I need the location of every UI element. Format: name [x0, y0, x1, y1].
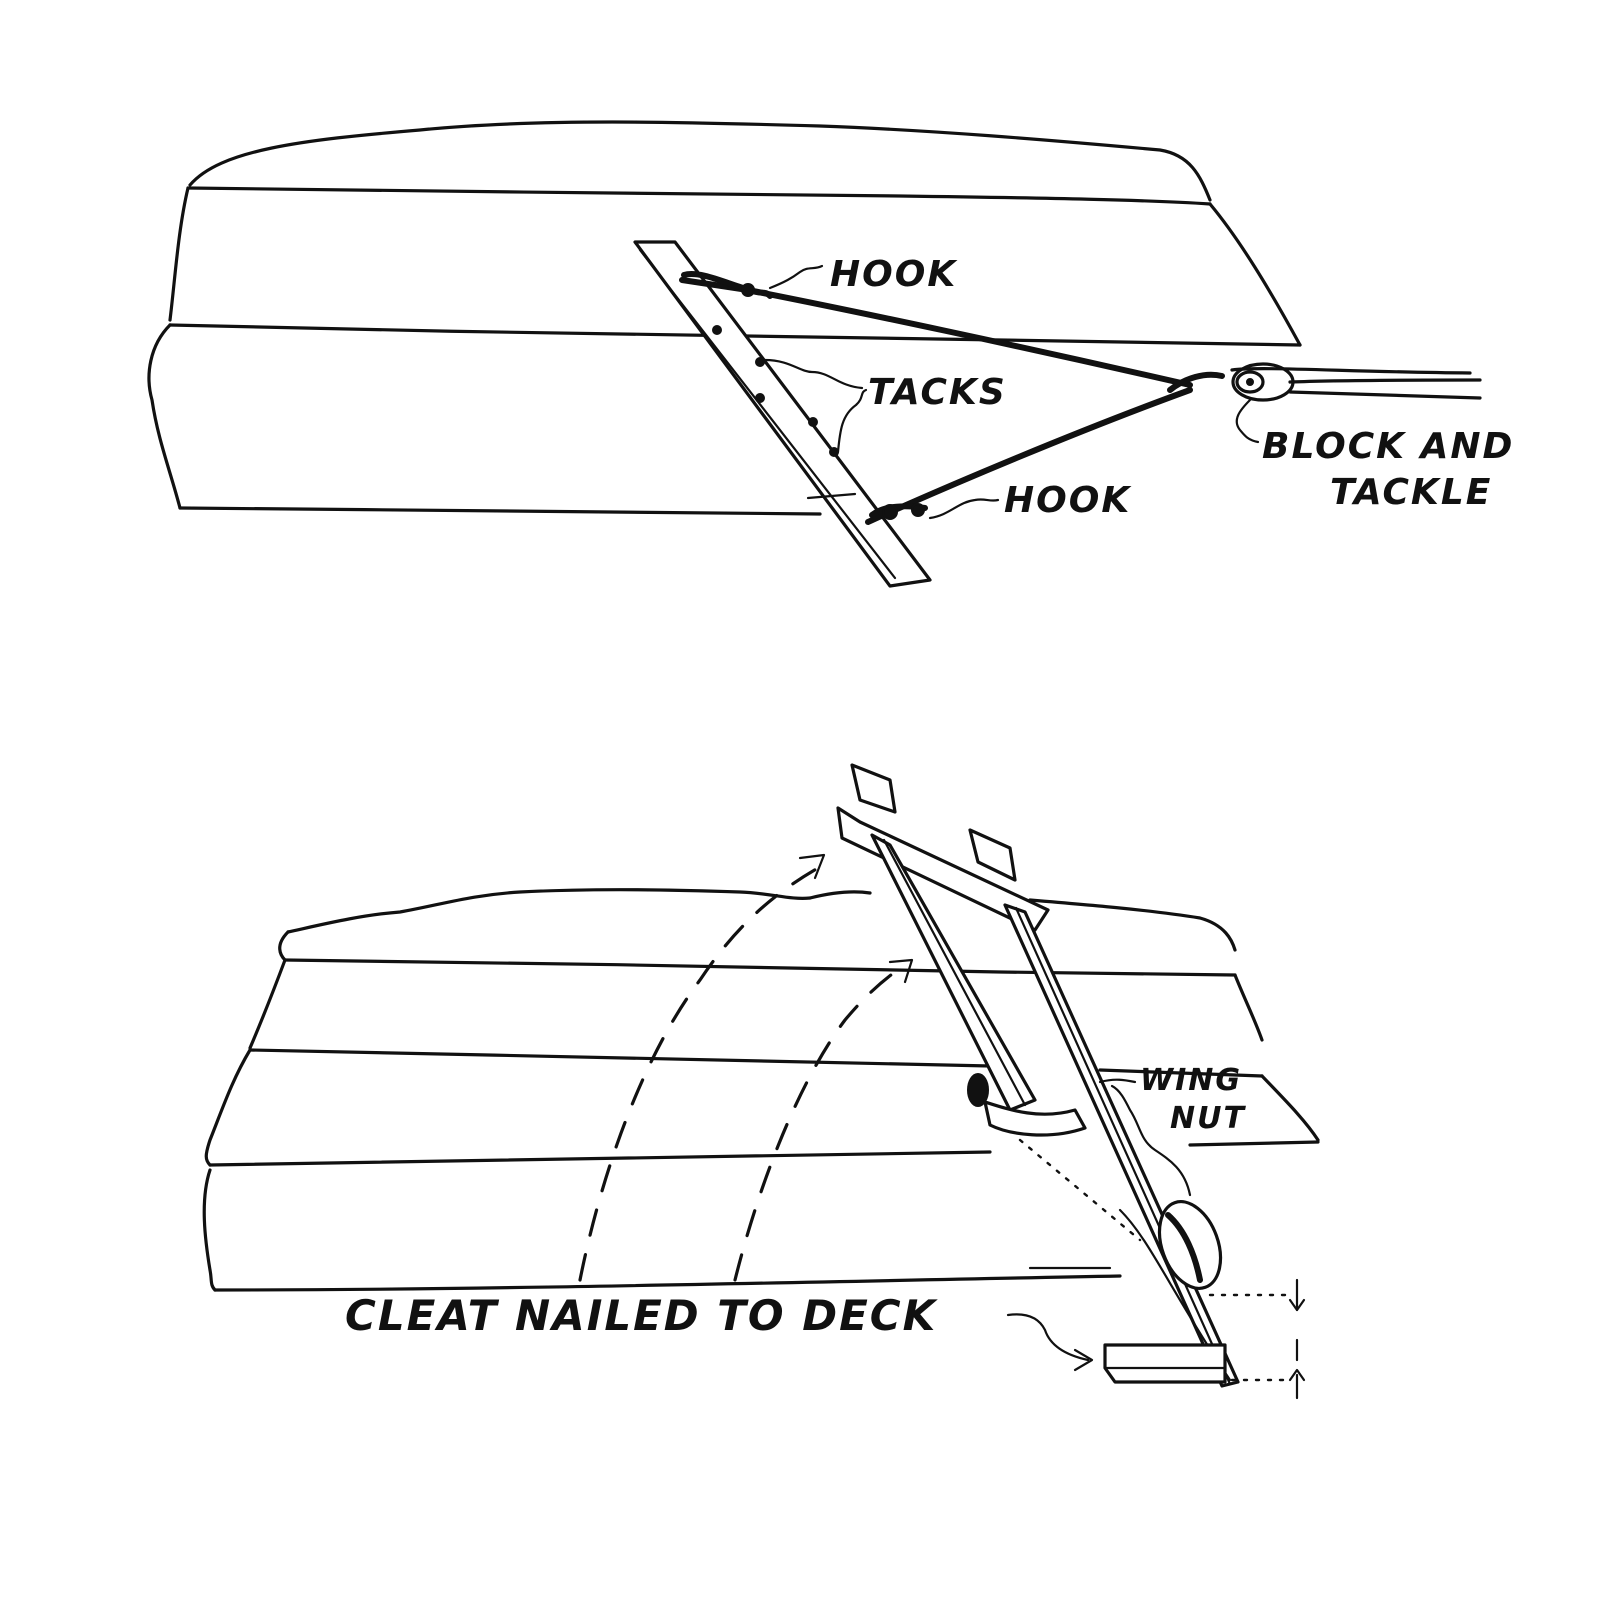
leader-wing-nut-2 [1098, 1078, 1137, 1084]
top-figure: HOOK TACKS HOOK BLOCK AND TACKLE [147, 120, 1514, 588]
bottom-leaders [1006, 1078, 1192, 1372]
label-cleat: CLEAT NAILED TO DECK [345, 1291, 939, 1340]
label-hook-lower: HOOK [1004, 480, 1132, 521]
leader-cleat-arrow-icon [1073, 1348, 1094, 1372]
label-hook-upper: HOOK [830, 254, 958, 295]
hook-lower-icon [869, 503, 928, 520]
swing-arc-outer [733, 963, 907, 1282]
swing-arc-inner [578, 866, 820, 1282]
tack [755, 357, 765, 367]
label-tacks: TACKS [868, 372, 1007, 413]
swing-paths [578, 853, 914, 1282]
leader-block [1235, 398, 1260, 444]
block-and-tackle-icon [1167, 362, 1482, 402]
dimension-marks [1208, 1278, 1306, 1400]
leader-hook-upper [768, 264, 824, 290]
leader-wing-nut [1110, 1084, 1192, 1197]
cleat-block [1103, 1343, 1227, 1384]
swing-arrow-lower-icon [888, 958, 914, 984]
top-brace [633, 240, 932, 588]
top-hull [147, 120, 1302, 516]
bottom-figure: WING NUT CLEAT NAILED TO DECK [202, 763, 1320, 1400]
label-wing-nut-line1: WING [1140, 1063, 1242, 1098]
hook-upper-icon [681, 271, 773, 299]
leader-tacks-2 [836, 388, 868, 454]
swing-arrow-upper-icon [798, 853, 826, 880]
tack [755, 393, 765, 403]
leader-hook-lower [928, 498, 1000, 520]
label-block-and-tackle-line1: BLOCK AND [1262, 426, 1514, 467]
label-wing-nut-line2: NUT [1170, 1101, 1246, 1136]
leader-tacks [763, 358, 864, 390]
tacks [712, 325, 839, 457]
leader-cleat [1006, 1313, 1090, 1362]
tack [829, 447, 839, 457]
tack [712, 325, 722, 335]
top-leaders [763, 264, 1260, 520]
tack [808, 417, 818, 427]
wing-nut-icon [967, 1073, 1223, 1290]
bottom-hull [202, 888, 1320, 1292]
label-block-and-tackle-line2: TACKLE [1330, 472, 1492, 513]
